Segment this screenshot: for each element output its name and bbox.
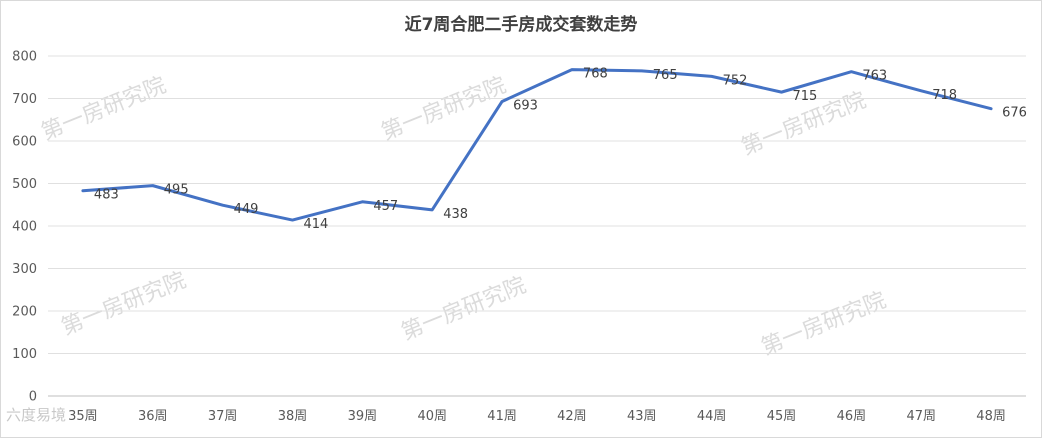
data-label: 715 xyxy=(793,89,818,104)
watermark-text: 第一房研究院 xyxy=(758,288,890,361)
x-tick-label: 45周 xyxy=(767,409,797,424)
data-label: 449 xyxy=(234,202,259,217)
y-axis-ticks: 0 100 200 300 400 500 600 700 800 xyxy=(12,50,37,405)
x-tick-label: 46周 xyxy=(837,409,867,424)
y-tick-label: 0 xyxy=(29,390,37,405)
y-tick-label: 100 xyxy=(12,347,37,362)
data-label: 752 xyxy=(723,73,748,88)
data-label: 768 xyxy=(583,67,608,82)
x-tick-label: 48周 xyxy=(976,409,1006,424)
data-label: 483 xyxy=(94,188,119,203)
data-labels: 483 495 449 414 457 438 693 768 765 752 715 763 718 6… xyxy=(94,67,1027,232)
y-tick-label: 400 xyxy=(12,220,37,235)
y-tick-label: 300 xyxy=(12,262,37,277)
x-tick-label: 47周 xyxy=(906,409,936,424)
x-tick-label: 44周 xyxy=(697,409,727,424)
x-tick-label: 41周 xyxy=(487,409,517,424)
data-label: 718 xyxy=(932,88,957,103)
grid-lines xyxy=(48,55,1026,397)
data-label: 414 xyxy=(304,217,329,232)
x-tick-label: 40周 xyxy=(417,409,447,424)
watermark-text: 第一房研究院 xyxy=(378,73,510,146)
data-label: 693 xyxy=(513,98,538,113)
y-tick-label: 800 xyxy=(12,50,37,65)
x-tick-label: 39周 xyxy=(348,409,378,424)
series-layer xyxy=(81,68,993,222)
x-tick-label: 35周 xyxy=(68,409,98,424)
x-axis-ticks: 35周 36周 37周 38周 39周 40周 41周 42周 43周 44周 45周 46周 47周 4… xyxy=(68,409,1006,424)
y-tick-label: 700 xyxy=(12,92,37,107)
x-tick-label: 37周 xyxy=(208,409,238,424)
corner-mark: 六度易境 xyxy=(6,406,67,424)
data-label: 495 xyxy=(164,183,189,198)
chart-title: 近7周合肥二手房成交套数走势 xyxy=(404,15,638,35)
watermark-text: 第一房研究院 xyxy=(58,268,190,341)
x-tick-label: 43周 xyxy=(627,409,657,424)
watermark-text: 第一房研究院 xyxy=(38,73,170,146)
data-label: 763 xyxy=(862,69,887,84)
data-label: 457 xyxy=(373,199,398,214)
data-label: 438 xyxy=(443,207,468,222)
series-line xyxy=(81,68,993,222)
x-tick-label: 42周 xyxy=(557,409,587,424)
x-tick-label: 36周 xyxy=(138,409,168,424)
y-tick-label: 500 xyxy=(12,177,37,192)
y-tick-label: 600 xyxy=(12,135,37,150)
data-label: 676 xyxy=(1002,106,1027,121)
watermark-text: 第一房研究院 xyxy=(398,273,530,346)
data-label: 765 xyxy=(653,68,678,83)
x-tick-label: 38周 xyxy=(278,409,308,424)
y-tick-label: 200 xyxy=(12,305,37,320)
